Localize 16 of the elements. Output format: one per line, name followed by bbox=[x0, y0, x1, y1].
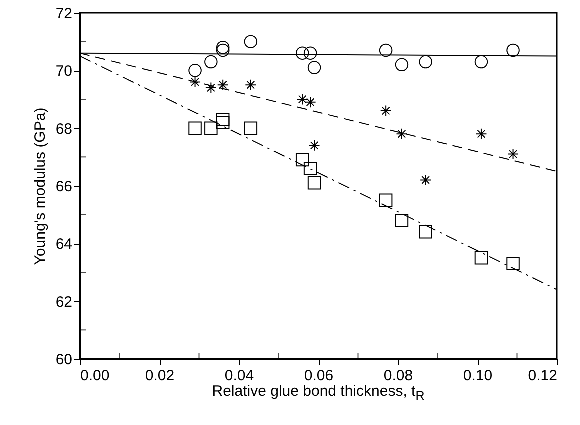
y-tick-label: 72 bbox=[56, 6, 72, 22]
y-tick-label: 62 bbox=[56, 294, 72, 311]
y-tick-label: 68 bbox=[56, 120, 72, 138]
y-tick-label: 64 bbox=[56, 236, 72, 254]
y-tick-label: 60 bbox=[56, 352, 72, 368]
x-tick-label: 0.00 bbox=[80, 368, 110, 384]
x-tick-label: 0.10 bbox=[463, 368, 493, 384]
x-tick-label: 0.02 bbox=[145, 368, 175, 384]
x-axis-title: Relative glue bond thickness, t$_{R}$ bbox=[211, 383, 426, 403]
x-tick-label: 0.08 bbox=[384, 368, 414, 384]
x-tick-label: 0.06 bbox=[304, 368, 334, 384]
y-axis-title: Young's modulus (GPa) bbox=[32, 108, 49, 266]
y-tick-label: 66 bbox=[56, 178, 72, 196]
x-tick-label: 0.04 bbox=[224, 368, 254, 384]
y-tick-label: 70 bbox=[56, 63, 72, 80]
x-tick-label: 0.12 bbox=[528, 368, 558, 384]
